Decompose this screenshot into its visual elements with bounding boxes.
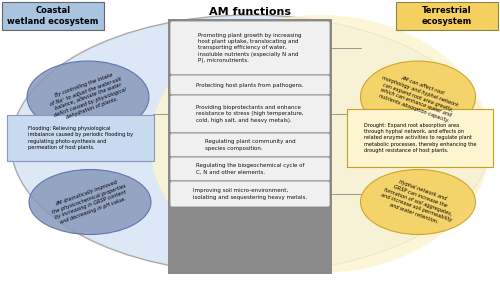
Ellipse shape — [360, 169, 476, 235]
Ellipse shape — [27, 61, 149, 133]
Text: Coastal
wetland ecosystem: Coastal wetland ecosystem — [8, 6, 98, 26]
Ellipse shape — [150, 15, 490, 273]
Ellipse shape — [11, 15, 489, 273]
Text: Promoting plant growth by increasing
host plant uptake, translocating and
transp: Promoting plant growth by increasing hos… — [198, 33, 302, 63]
FancyBboxPatch shape — [168, 19, 332, 274]
FancyBboxPatch shape — [2, 2, 104, 30]
Text: Terrestrial
ecosystem: Terrestrial ecosystem — [422, 6, 472, 26]
Text: Hyphal network and
GRSP can increase the
formation of soil aggregates,
and incre: Hyphal network and GRSP can increase the… — [378, 175, 458, 229]
Text: Providing bioprotectants and enhance
resistance to stress (high temperature,
col: Providing bioprotectants and enhance res… — [196, 105, 304, 123]
FancyBboxPatch shape — [170, 21, 330, 75]
Text: Drought: Expand root absorption area
through hyphal network, and effects on
rela: Drought: Expand root absorption area thr… — [364, 123, 476, 153]
Text: Protecting host plants from pathogens.: Protecting host plants from pathogens. — [196, 83, 304, 87]
FancyBboxPatch shape — [170, 157, 330, 181]
Text: Regulating the biogeochemical cycle of
C, N and other elements.: Regulating the biogeochemical cycle of C… — [196, 163, 304, 175]
Text: Improving soil micro-environment,
isolating and sequestering heavy metals.: Improving soil micro-environment, isolat… — [193, 188, 307, 200]
FancyBboxPatch shape — [170, 181, 330, 207]
FancyBboxPatch shape — [347, 109, 493, 167]
FancyBboxPatch shape — [170, 95, 330, 133]
Text: Flooding: Relieving physiological
imbalance caused by periodic flooding by
regul: Flooding: Relieving physiological imbala… — [28, 126, 133, 150]
Text: AM dramatically improved
the physicochemical properties
by increasing in GRSP co: AM dramatically improved the physicochem… — [49, 177, 131, 226]
Text: Regulating plant community and
species composition.: Regulating plant community and species c… — [204, 139, 296, 151]
FancyBboxPatch shape — [7, 115, 154, 161]
Text: AM can affect root
morphology and hyphal network
can expand root area greatly,
w: AM can affect root morphology and hyphal… — [375, 69, 461, 125]
FancyBboxPatch shape — [170, 133, 330, 157]
Ellipse shape — [29, 169, 151, 235]
Text: By controlling the intake
of Na⁺ to adjust the water-salt
balance, alleviate the: By controlling the intake of Na⁺ to adju… — [47, 70, 129, 124]
Text: AM functions: AM functions — [209, 7, 291, 17]
Ellipse shape — [360, 61, 476, 133]
FancyBboxPatch shape — [396, 2, 498, 30]
FancyBboxPatch shape — [170, 75, 330, 95]
